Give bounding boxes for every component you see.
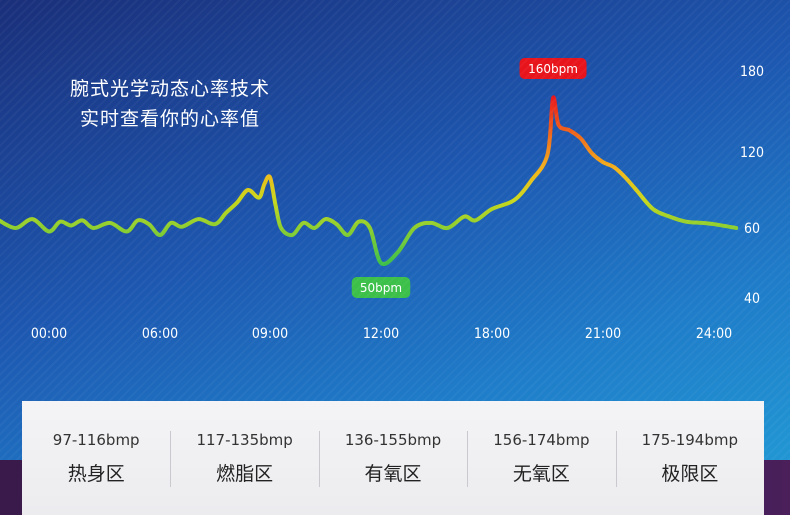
- annotation-badge: 50bpm: [351, 277, 411, 298]
- zone-range: 156-174bmp: [493, 430, 590, 449]
- x-tick-label: 12:00: [363, 326, 399, 342]
- annotation-layer: 160bpm 50bpm: [351, 58, 587, 298]
- annotation-badge-bg: [519, 58, 587, 79]
- heart-rate-chart: 180 120 60 40 00:00 06:00 09:00 12:00 18:00 21:0…: [0, 58, 764, 342]
- x-tick-label: 00:00: [31, 326, 67, 342]
- x-tick-label: 21:00: [585, 326, 621, 342]
- y-tick-label: 60: [744, 221, 760, 237]
- zone-name: 燃脂区: [216, 462, 274, 485]
- headline-line-2: 实时查看你的心率值: [79, 108, 260, 130]
- annotation-badge-bg: [351, 277, 411, 298]
- zone-range: 175-194bmp: [641, 430, 738, 449]
- zone-range: 97-116bmp: [52, 430, 140, 449]
- x-tick-label: 06:00: [142, 326, 178, 342]
- headline-line-1: 腕式光学动态心率技术: [69, 78, 270, 100]
- annotation-label: 160bpm: [528, 62, 578, 76]
- heart-rate-zones-panel: 97-116bmp 热身区 117-135bmp 燃脂区 136-155bmp …: [22, 401, 764, 515]
- heart-rate-line: [0, 95, 739, 266]
- zone-warmup: 97-116bmp 热身区: [22, 401, 170, 515]
- x-axis-ticks: 00:00 06:00 09:00 12:00 18:00 21:00 24:00: [31, 326, 732, 342]
- zone-fat-burn: 117-135bmp 燃脂区: [170, 401, 318, 515]
- zone-aerobic: 136-155bmp 有氧区: [318, 401, 467, 515]
- annotation-badge: 160bpm: [519, 58, 587, 79]
- zone-range: 136-155bmp: [344, 430, 442, 449]
- y-axis-ticks: 180 120 60 40: [740, 64, 764, 307]
- zone-name: 无氧区: [512, 462, 570, 485]
- zone-range: 117-135bmp: [196, 430, 293, 449]
- zone-name: 有氧区: [364, 462, 422, 485]
- y-tick-label: 120: [740, 145, 764, 161]
- y-tick-label: 180: [740, 64, 764, 80]
- x-tick-label: 24:00: [696, 326, 732, 342]
- x-tick-label: 18:00: [474, 326, 510, 342]
- zone-extreme: 175-194bmp 极限区: [615, 401, 764, 515]
- hero-background: 腕式光学动态心率技术 实时查看你的心率值 180 120 60 40 00:00 06:…: [0, 0, 790, 460]
- zone-anaerobic: 156-174bmp 无氧区: [467, 401, 615, 515]
- x-tick-label: 09:00: [252, 326, 288, 342]
- annotation-label: 50bpm: [360, 281, 402, 295]
- zone-name: 热身区: [67, 462, 125, 485]
- zone-name: 极限区: [661, 462, 719, 485]
- y-tick-label: 40: [744, 291, 760, 307]
- series-layer: [0, 95, 739, 266]
